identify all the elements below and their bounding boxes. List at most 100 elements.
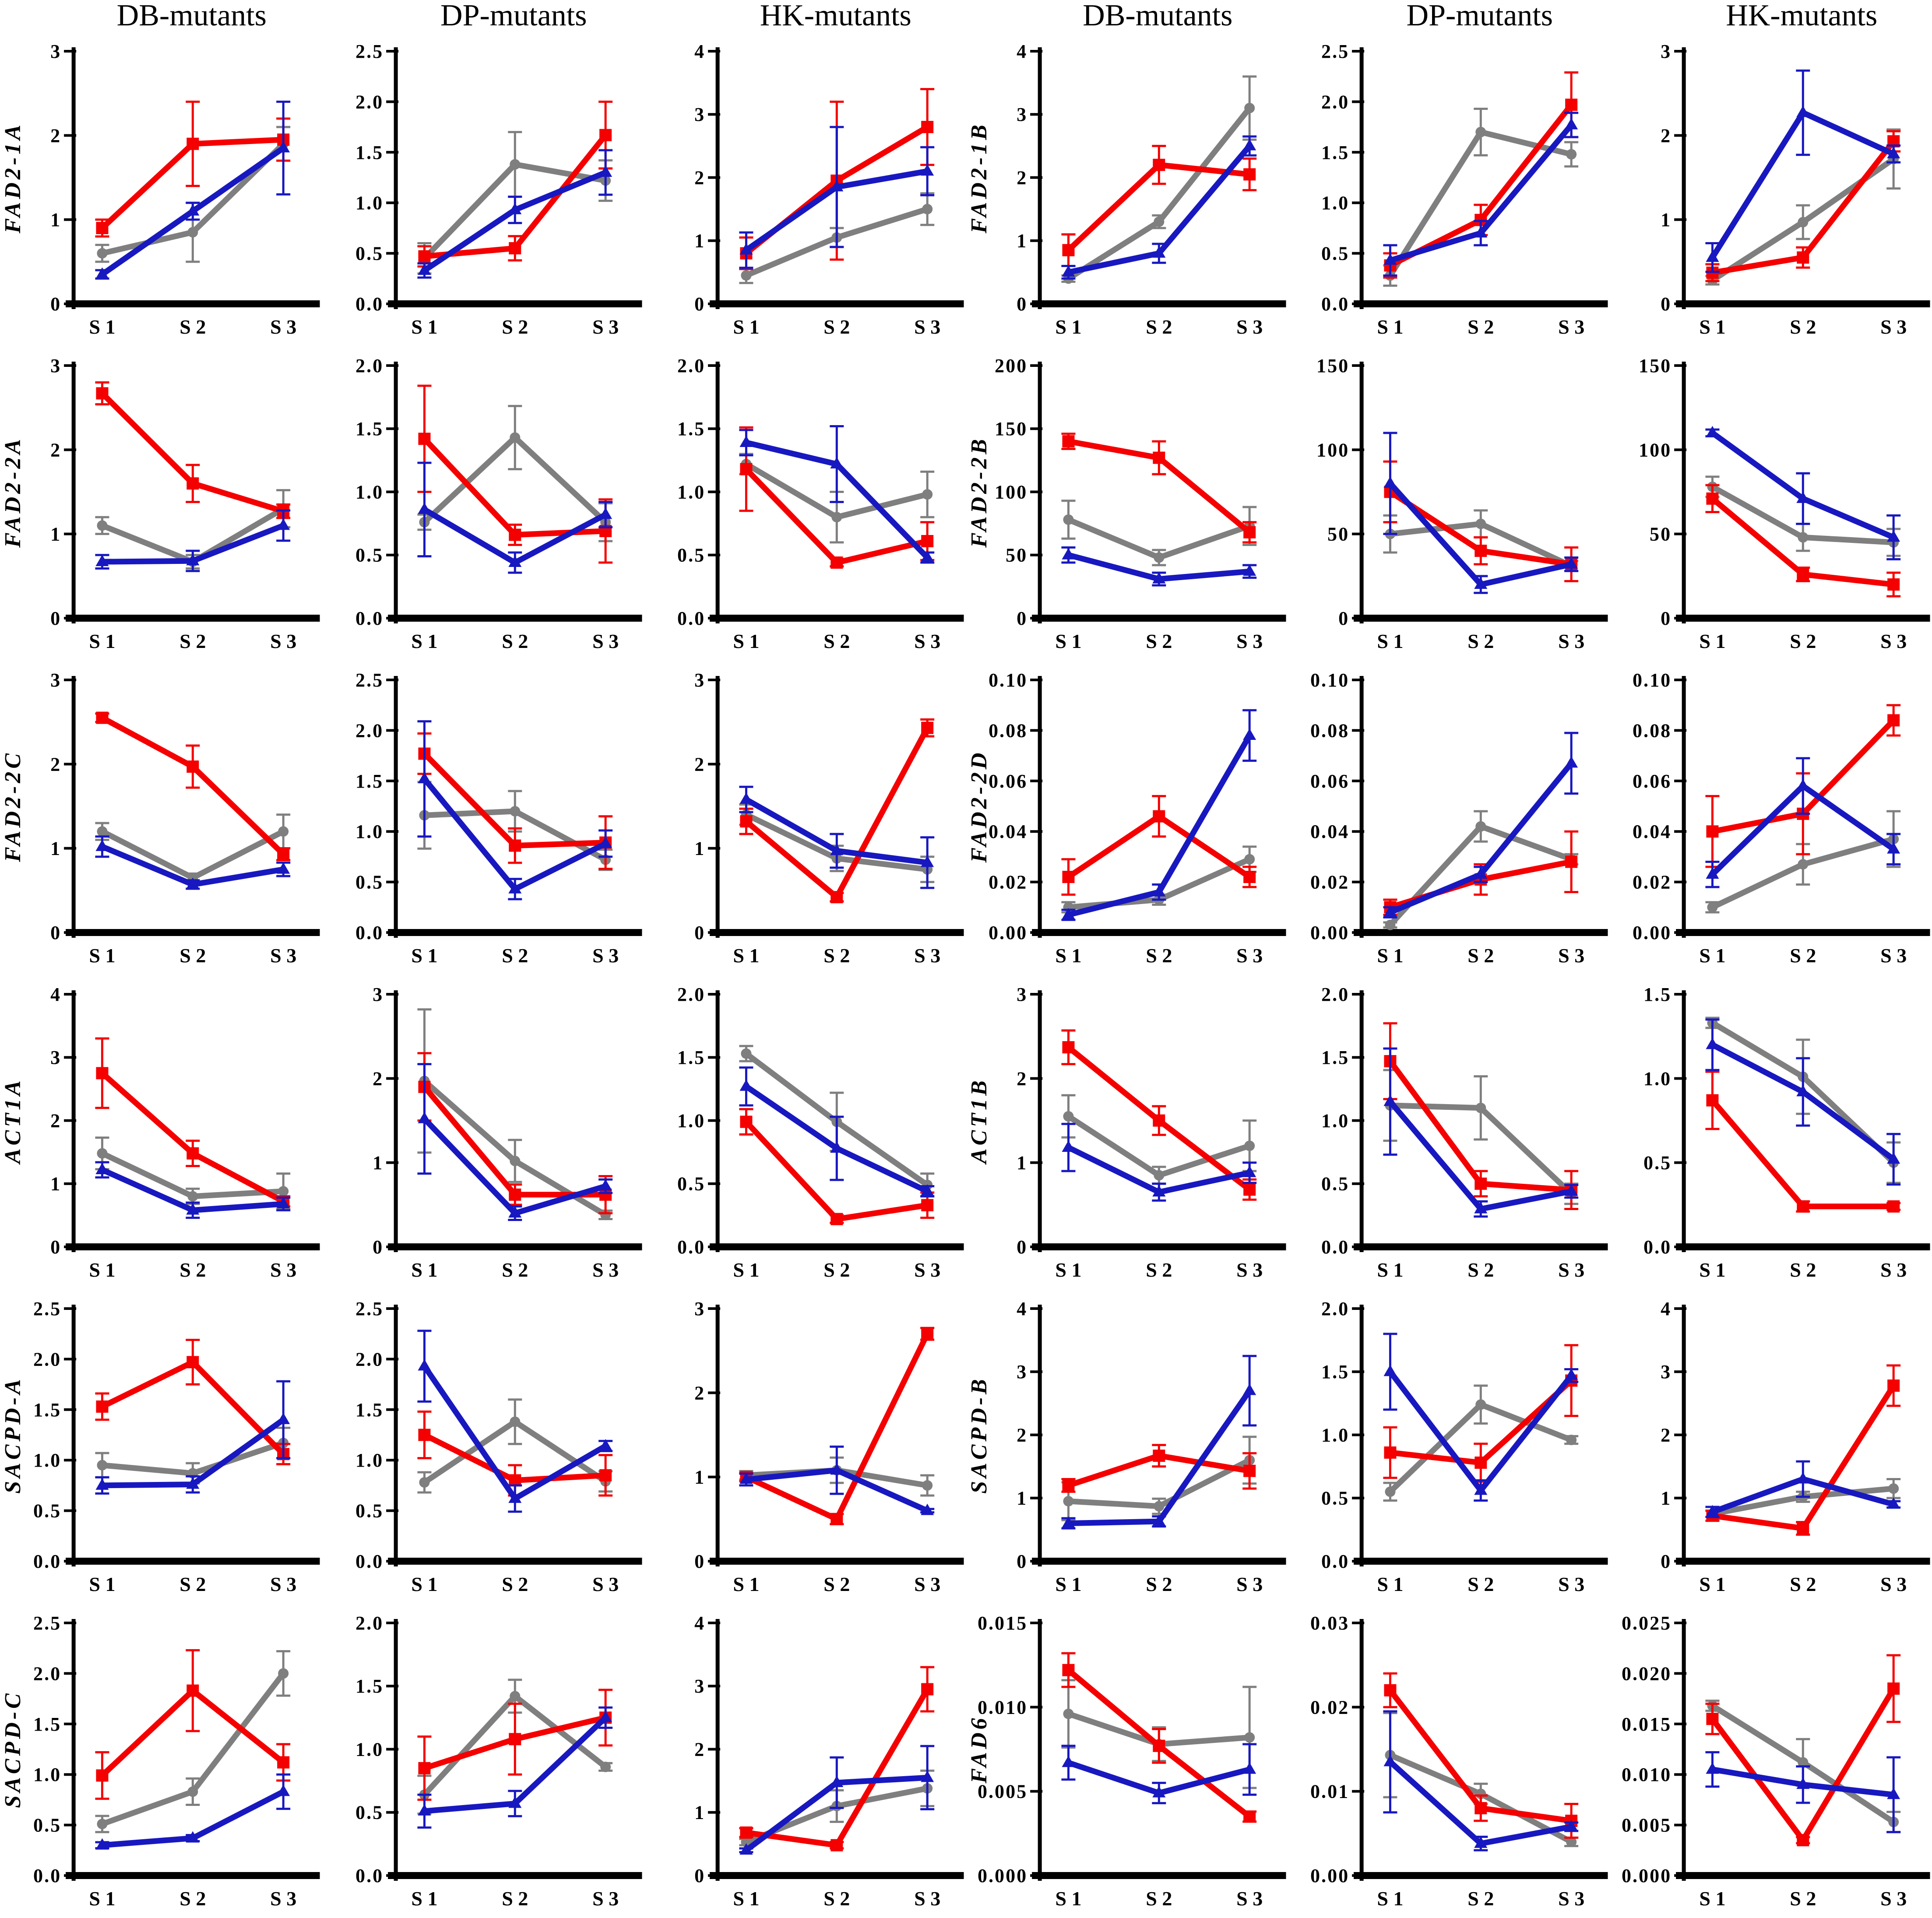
red-square-marker: [1796, 568, 1809, 581]
blue-triangle-marker: [1886, 147, 1900, 158]
x-tick-label: S 3: [914, 630, 940, 652]
y-tick-label: 0.5: [33, 1500, 61, 1522]
blue-triangle-marker: [508, 1491, 521, 1503]
blue-triangle-marker: [277, 141, 290, 153]
column-header-hk-left: HK-mutants: [760, 0, 911, 32]
panel-SACPD-C-DB-mutants: 0.0 0.5 1.0 1.5 2.0 2.5 S 1 S 2 S 3 SACPD-C: [0, 1603, 322, 1918]
red-square-marker: [1475, 1802, 1487, 1815]
red-square-marker: [1887, 1682, 1900, 1695]
gray-circle-marker: [278, 826, 289, 837]
y-tick-label: 100: [1316, 439, 1349, 461]
blue-triangle-marker: [186, 1831, 200, 1843]
gray-circle-marker: [1244, 1732, 1255, 1743]
y-tick-label: 0.025: [1622, 1612, 1672, 1634]
subplot-ACT1A-DP-mutants: 0 1 2 3 S 1 S 2 S 3: [373, 984, 642, 1281]
red-square-marker: [921, 535, 934, 548]
blue-triangle-marker: [1061, 265, 1075, 277]
y-tick-label: 1: [694, 230, 705, 252]
y-tick-label: 2.5: [33, 1612, 61, 1634]
x-tick-label: S 3: [592, 1573, 619, 1595]
red-square-marker: [921, 1327, 934, 1340]
gray-circle-marker: [509, 1691, 520, 1702]
y-tick-label: 2.0: [1321, 1298, 1349, 1320]
x-tick-label: S 2: [1467, 1259, 1494, 1281]
y-tick-label: 0.000: [978, 1865, 1028, 1886]
panel-FAD2-2D-DP-mutants: 0.00 0.02 0.04 0.06 0.08 0.10 S 1 S 2 S 3: [1288, 660, 1610, 975]
subplot-FAD2-1A-HK-mutants: 0 1 2 3 4 S 1 S 2 S 3: [694, 41, 964, 338]
x-tick-label: S 2: [502, 1573, 528, 1595]
y-tick-label: 2: [1017, 167, 1028, 189]
row-gene-label: FAD2-2B: [967, 436, 992, 548]
x-tick-label: S 2: [502, 944, 528, 967]
column-header-dp-left: DP-mutants: [440, 0, 587, 32]
y-tick-label: 0.10: [1310, 669, 1349, 691]
y-tick-label: 1.5: [355, 1675, 384, 1697]
y-tick-label: 0.00: [1310, 1865, 1349, 1886]
x-tick-label: S 3: [914, 1887, 940, 1910]
gray-circle-marker: [509, 159, 520, 170]
x-tick-label: S 3: [1236, 1259, 1263, 1281]
y-tick-label: 0.5: [677, 1173, 705, 1195]
x-tick-label: S 1: [1699, 1887, 1725, 1910]
panel-SACPD-C-HK-mutants: 0 1 2 3 4 S 1 S 2 S 3: [644, 1603, 966, 1918]
x-tick-label: S 1: [1377, 1573, 1403, 1595]
red-square-marker: [418, 1762, 430, 1774]
row-gene-label: SACPD-B: [967, 1376, 992, 1494]
blue-triangle-marker: [921, 1503, 934, 1515]
y-tick-label: 0.06: [989, 771, 1028, 792]
blue-triangle-marker: [1383, 1755, 1397, 1767]
blue-triangle-marker: [739, 435, 753, 447]
red-square-marker: [508, 839, 521, 852]
y-tick-label: 2: [1017, 1068, 1028, 1089]
red-square-marker: [1062, 1041, 1074, 1054]
red-square-marker: [831, 1839, 843, 1851]
x-tick-label: S 3: [914, 316, 940, 338]
blue-triangle-marker: [1242, 139, 1256, 151]
gray-circle-marker: [922, 1480, 933, 1491]
panel-FAD2-1A-HK-mutants: 0 1 2 3 4 S 1 S 2 S 3: [644, 32, 966, 346]
y-tick-label: 2.0: [33, 1348, 61, 1370]
blue-triangle-marker: [1061, 1516, 1075, 1528]
y-tick-label: 0.08: [1633, 720, 1672, 741]
y-tick-label: 0.020: [1622, 1663, 1672, 1684]
red-square-marker: [1887, 714, 1900, 727]
y-tick-label: 2: [694, 1382, 705, 1404]
y-tick-label: 3: [50, 669, 61, 691]
blue-triangle-marker: [1383, 253, 1397, 265]
x-tick-label: S 3: [1236, 1887, 1263, 1910]
red-square-marker: [508, 1188, 521, 1201]
column-header-dp-right: DP-mutants: [1406, 0, 1553, 32]
gray-circle-marker: [1063, 1496, 1073, 1506]
y-tick-label: 1.0: [1321, 192, 1349, 214]
red-square-marker: [921, 721, 934, 734]
figure-grid: 0 1 2 3 S 1 S 2 S 3 FAD2-1A 0.0 0.5 1.0 1.5 2.0 2.5 S …: [0, 32, 1932, 1918]
red-square-marker: [187, 760, 199, 773]
x-tick-label: S 1: [89, 630, 115, 652]
gray-circle-marker: [1475, 127, 1486, 137]
gray-circle-marker: [1063, 514, 1073, 525]
y-tick-label: 200: [995, 355, 1028, 377]
panel-SACPD-B-HK-mutants: 0 1 2 3 4 S 1 S 2 S 3: [1610, 1289, 1932, 1603]
blue-triangle-marker: [739, 1079, 753, 1091]
blue-triangle-marker: [1152, 1786, 1165, 1798]
subplot-FAD2-2A-DB-mutants: 0 1 2 3 S 1 S 2 S 3 FAD2-2A: [0, 355, 320, 652]
y-tick-label: 0: [1017, 1236, 1028, 1258]
panel-FAD6-DB-mutants: 0.000 0.005 0.010 0.015 S 1 S 2 S 3 FAD6: [966, 1603, 1288, 1918]
x-tick-label: S 2: [1467, 944, 1494, 967]
y-tick-label: 1.0: [355, 482, 384, 503]
x-tick-label: S 2: [1790, 944, 1816, 967]
blue-triangle-marker: [739, 1843, 753, 1855]
column-header-db-right: DB-mutants: [1083, 0, 1233, 32]
y-tick-label: 1.5: [355, 418, 384, 440]
y-tick-label: 0.03: [1310, 1612, 1349, 1634]
blue-triangle-marker: [598, 165, 612, 177]
y-tick-label: 0: [373, 1236, 384, 1258]
y-tick-label: 0.000: [1622, 1865, 1672, 1886]
y-tick-label: 2.0: [355, 720, 384, 741]
red-square-marker: [1887, 1200, 1900, 1213]
gray-circle-marker: [1566, 1837, 1577, 1848]
gray-circle-marker: [97, 1819, 108, 1830]
blue-triangle-marker: [1796, 1472, 1809, 1484]
panel-ACT1B-DB-mutants: 0 1 2 3 S 1 S 2 S 3 ACT1B: [966, 975, 1288, 1289]
x-tick-label: S 1: [1055, 630, 1081, 652]
